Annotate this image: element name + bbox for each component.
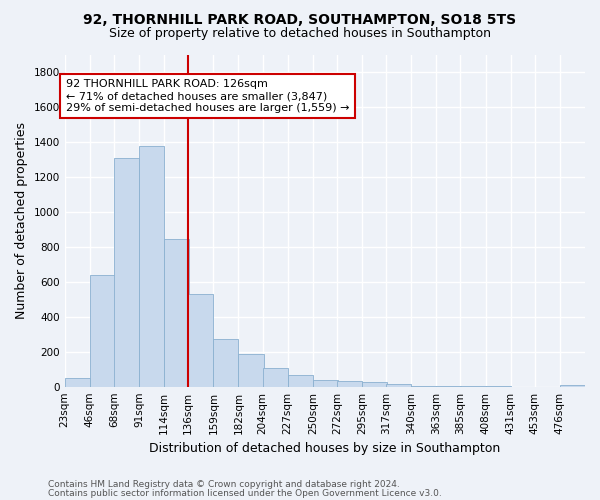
Y-axis label: Number of detached properties: Number of detached properties xyxy=(15,122,28,320)
Bar xyxy=(90,275,115,386)
Bar xyxy=(65,378,90,386)
Bar xyxy=(238,354,263,386)
Bar xyxy=(337,380,362,386)
Text: Size of property relative to detached houses in Southampton: Size of property relative to detached ho… xyxy=(109,28,491,40)
X-axis label: Distribution of detached houses by size in Southampton: Distribution of detached houses by size … xyxy=(149,442,500,455)
Bar xyxy=(139,146,164,386)
Bar xyxy=(386,384,411,386)
Bar xyxy=(214,338,238,386)
Text: Contains public sector information licensed under the Open Government Licence v3: Contains public sector information licen… xyxy=(48,488,442,498)
Text: 92 THORNHILL PARK ROAD: 126sqm
← 71% of detached houses are smaller (3,847)
29% : 92 THORNHILL PARK ROAD: 126sqm ← 71% of … xyxy=(66,80,349,112)
Bar xyxy=(287,376,313,386)
Bar xyxy=(188,294,214,386)
Bar xyxy=(362,382,387,386)
Bar xyxy=(560,385,585,386)
Bar xyxy=(164,239,189,386)
Bar xyxy=(313,380,338,386)
Bar xyxy=(114,158,139,386)
Bar xyxy=(263,368,287,386)
Text: Contains HM Land Registry data © Crown copyright and database right 2024.: Contains HM Land Registry data © Crown c… xyxy=(48,480,400,489)
Text: 92, THORNHILL PARK ROAD, SOUTHAMPTON, SO18 5TS: 92, THORNHILL PARK ROAD, SOUTHAMPTON, SO… xyxy=(83,12,517,26)
